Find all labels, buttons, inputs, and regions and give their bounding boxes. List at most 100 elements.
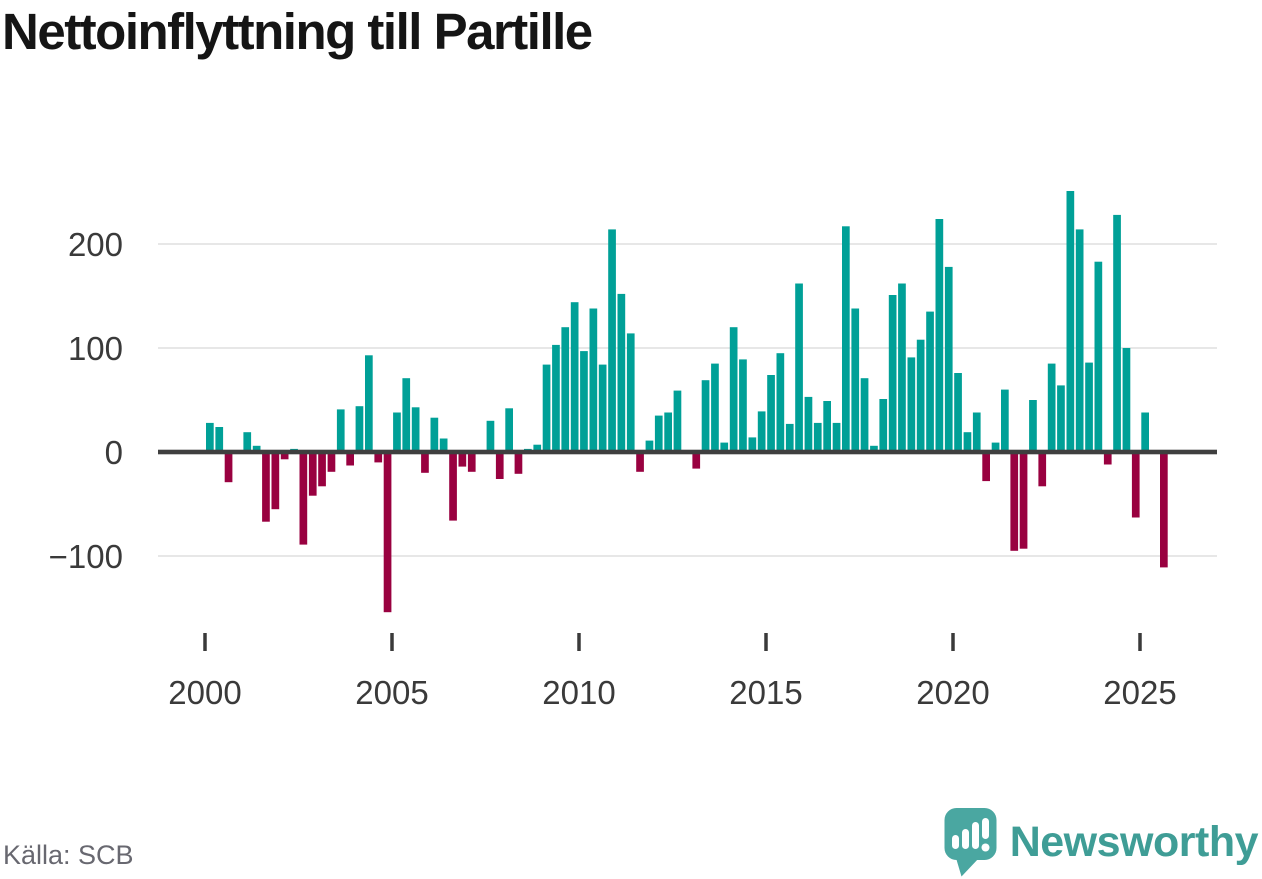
- bar-2014-Q2: [739, 359, 747, 452]
- bar-2020-Q3: [972, 412, 981, 452]
- bar-2016-Q1: [804, 396, 813, 452]
- bar-2019-Q3: [935, 219, 944, 452]
- y-axis-label-100: 100: [68, 330, 123, 367]
- bar-2003-Q4: [346, 452, 354, 466]
- bar-2018-Q4: [907, 357, 916, 452]
- bar-2003-Q3: [336, 409, 345, 452]
- bar-2017-Q3: [860, 378, 869, 452]
- bar-2003-Q1: [318, 452, 326, 487]
- bar-2016-Q2: [813, 422, 822, 452]
- bar-2015-Q2: [776, 353, 785, 452]
- bar-2002-Q3: [299, 452, 308, 545]
- bar-2022-Q1: [1029, 400, 1037, 452]
- newsworthy-logo: Newsworthy: [944, 806, 1259, 878]
- bar-2023-Q4: [1094, 261, 1103, 452]
- bar-2018-Q1: [879, 399, 888, 452]
- bar-2021-Q3: [1010, 452, 1019, 551]
- bar-2008-Q4: [533, 444, 542, 452]
- bar-2004-Q4: [383, 452, 392, 613]
- bar-2000-Q1: [206, 422, 214, 452]
- bar-2013-Q3: [711, 363, 719, 452]
- bar-2011-Q3: [636, 452, 644, 472]
- bar-2008-Q2: [514, 452, 523, 474]
- bar-2021-Q2: [1001, 389, 1009, 452]
- bar-2003-Q2: [327, 452, 336, 472]
- bar-2020-Q4: [982, 452, 990, 482]
- y-axis-label-0: 0: [105, 434, 123, 471]
- bar-2020-Q2: [963, 432, 972, 452]
- bar-2005-Q3: [411, 407, 420, 452]
- bar-2001-Q4: [271, 452, 280, 510]
- bar-2022-Q2: [1038, 452, 1047, 487]
- bar-2013-Q1: [692, 452, 701, 469]
- bar-2007-Q4: [495, 452, 504, 479]
- bar-2019-Q4: [944, 266, 953, 452]
- bar-2023-Q2: [1075, 229, 1084, 452]
- bar-2019-Q2: [926, 311, 934, 452]
- source-label: Källa: SCB: [3, 840, 134, 870]
- bar-2015-Q1: [767, 375, 775, 452]
- bar-2025-Q3: [1160, 452, 1168, 568]
- x-axis-label-2015: 2015: [729, 674, 802, 711]
- x-axis-label-2000: 2000: [168, 674, 241, 711]
- bar-2007-Q3: [486, 420, 495, 452]
- bar-2018-Q2: [888, 295, 897, 452]
- bar-2011-Q1: [617, 293, 626, 452]
- x-axis-label-2010: 2010: [542, 674, 615, 711]
- bar-2011-Q2: [626, 333, 635, 452]
- bar-2017-Q4: [870, 445, 878, 452]
- x-axis-label-2020: 2020: [916, 674, 989, 711]
- bar-2013-Q2: [701, 380, 710, 452]
- bar-2007-Q1: [467, 452, 476, 472]
- bar-2014-Q4: [757, 411, 766, 452]
- bar-2010-Q2: [589, 308, 598, 452]
- bar-2005-Q1: [393, 412, 401, 452]
- bar-2002-Q4: [308, 452, 317, 496]
- bar-2017-Q1: [842, 226, 850, 452]
- bar-2000-Q3: [224, 452, 233, 483]
- newsworthy-icon: [944, 807, 997, 876]
- bar-2001-Q1: [243, 432, 252, 452]
- bar-2015-Q4: [795, 283, 803, 452]
- bar-2021-Q4: [1019, 452, 1028, 549]
- bar-2024-Q4: [1131, 452, 1140, 518]
- bar-2013-Q4: [720, 442, 729, 452]
- zero-line: [158, 449, 1217, 455]
- bar-2012-Q2: [664, 412, 672, 452]
- bar-2016-Q4: [832, 422, 841, 452]
- y-axis-label--100: −100: [49, 538, 123, 575]
- bar-2023-Q1: [1066, 191, 1075, 452]
- bar-2024-Q2: [1113, 214, 1121, 452]
- chart-title: Nettoinflyttning till Partille: [2, 3, 593, 60]
- bar-2004-Q1: [355, 406, 364, 452]
- bar-2008-Q1: [505, 408, 513, 452]
- y-axis-label-200: 200: [68, 226, 123, 263]
- bar-2009-Q1: [542, 364, 551, 452]
- bar-2001-Q3: [262, 452, 270, 522]
- bar-2011-Q4: [645, 440, 654, 452]
- bar-2001-Q2: [252, 445, 261, 452]
- x-axis-label-2005: 2005: [355, 674, 428, 711]
- bar-2010-Q1: [580, 351, 588, 452]
- bar-2009-Q2: [552, 344, 560, 452]
- bar-2006-Q2: [439, 438, 448, 452]
- bar-2009-Q4: [570, 302, 579, 452]
- bar-2024-Q1: [1103, 452, 1112, 465]
- bar-2016-Q3: [823, 401, 831, 452]
- bar-2000-Q2: [215, 427, 224, 452]
- x-axis-label-2025: 2025: [1103, 674, 1176, 711]
- bar-2019-Q1: [916, 339, 925, 452]
- bar-2025-Q1: [1141, 412, 1149, 452]
- bar-2004-Q3: [374, 452, 383, 463]
- bar-2024-Q3: [1122, 348, 1131, 452]
- bar-2020-Q1: [954, 373, 962, 452]
- brand-name: Newsworthy: [1009, 817, 1259, 866]
- bar-2010-Q4: [608, 229, 616, 452]
- bar-2017-Q2: [851, 308, 860, 452]
- bar-2005-Q4: [421, 452, 429, 473]
- bar-2010-Q3: [598, 364, 607, 452]
- bar-2014-Q1: [729, 327, 738, 452]
- bar-2005-Q2: [402, 378, 411, 452]
